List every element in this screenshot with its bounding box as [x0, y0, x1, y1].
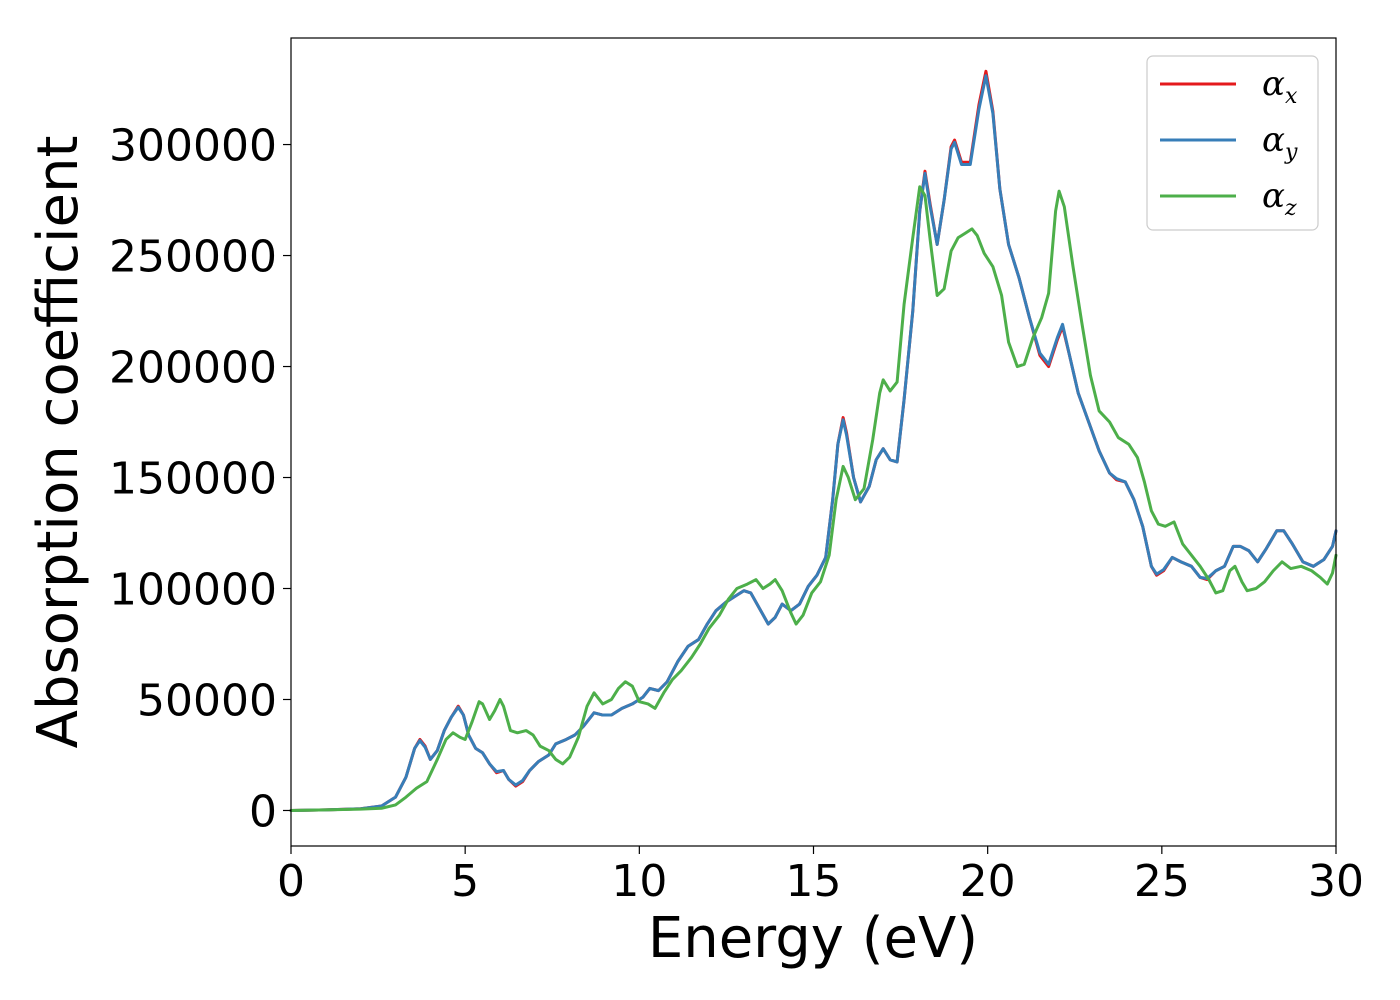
y-axis-title: Absorption coefficient	[26, 136, 91, 749]
series-layer	[289, 69, 1338, 812]
x-axis: 0 5 10 15 20 25 30	[277, 846, 1364, 907]
x-tick-label: 25	[1134, 856, 1190, 907]
x-axis-title: Energy (eV)	[648, 906, 978, 971]
x-tick-label: 5	[451, 856, 479, 907]
series-line-y	[289, 74, 1338, 812]
y-tick-label: 250000	[109, 232, 277, 283]
x-tick-label: 15	[786, 856, 842, 907]
y-tick-label: 100000	[109, 565, 277, 616]
x-tick-label: 20	[960, 856, 1016, 907]
y-tick-label: 0	[249, 786, 277, 837]
y-axis: 0 50000 100000 150000 200000 250000 300000	[109, 121, 291, 837]
legend-label-y: αy	[1262, 120, 1298, 165]
legend-label-z: αz	[1262, 176, 1297, 221]
x-tick-label: 30	[1308, 856, 1364, 907]
y-tick-label: 300000	[109, 121, 277, 172]
y-tick-label: 150000	[109, 454, 277, 505]
x-tick-label: 0	[277, 856, 305, 907]
series-line-z	[289, 185, 1338, 812]
legend: αx αy αz	[1146, 55, 1319, 231]
y-tick-label: 200000	[109, 343, 277, 394]
legend-label-x: αx	[1262, 64, 1298, 109]
legend-box	[1146, 55, 1319, 231]
y-tick-label: 50000	[137, 675, 277, 726]
x-tick-label: 10	[611, 856, 667, 907]
